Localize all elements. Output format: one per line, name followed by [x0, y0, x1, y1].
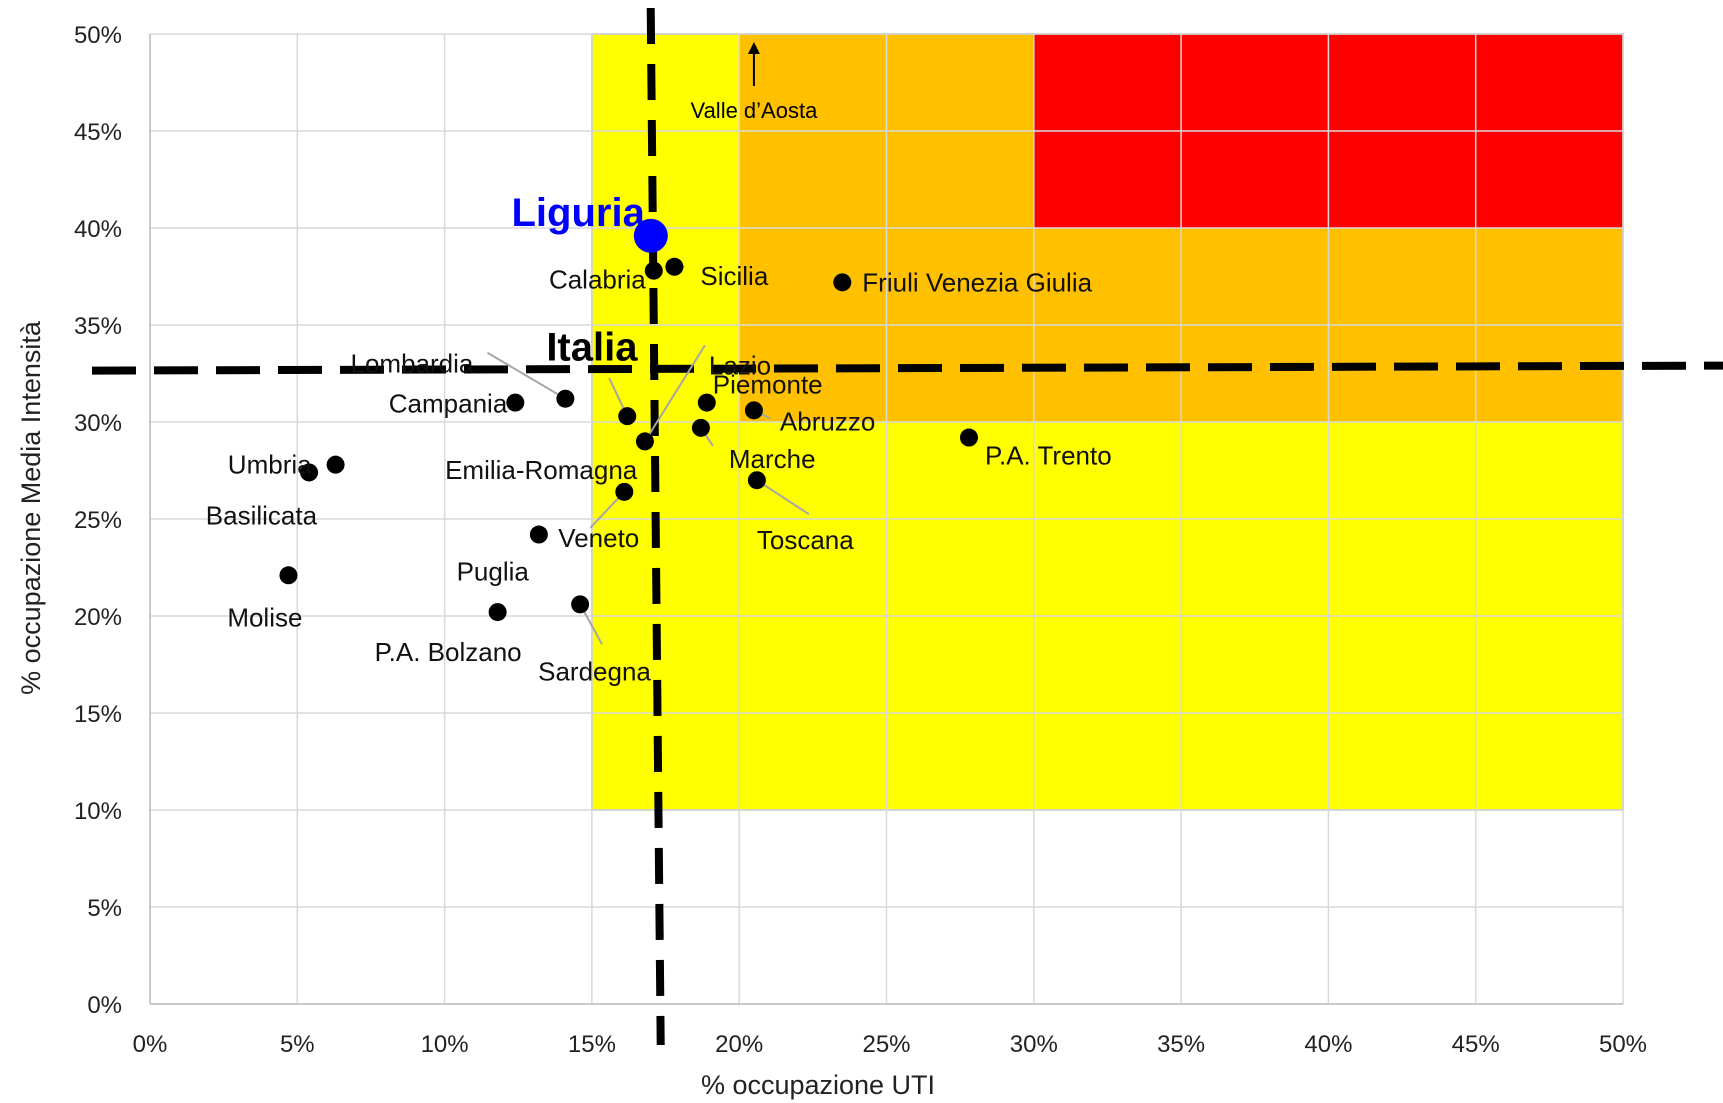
x-tick-label: 30%: [1010, 1031, 1058, 1058]
y-tick-label: 25%: [74, 507, 122, 534]
point-umbria: [326, 455, 345, 474]
x-tick-label: 35%: [1157, 1031, 1205, 1058]
y-tick-label: 40%: [74, 216, 122, 243]
point-liguria-highlight: [633, 218, 668, 253]
label-friuli-venezia-giulia: Friuli Venezia Giulia: [862, 267, 1092, 297]
label-sicilia: Sicilia: [700, 261, 768, 291]
label-abruzzo: Abruzzo: [780, 406, 875, 436]
point-veneto: [615, 482, 634, 501]
y-tick-label: 5%: [87, 895, 122, 922]
x-tick-label: 10%: [421, 1031, 469, 1058]
italia-vertical-line: [646, 7, 665, 1046]
x-tick-label: 40%: [1304, 1031, 1352, 1058]
y-axis-title: % occupazione Media Intensità: [16, 320, 46, 695]
point-sicilia: [665, 257, 684, 276]
y-tick-label: 15%: [74, 701, 122, 728]
point-emilia-romagna: [618, 407, 637, 426]
label-calabria: Calabria: [549, 265, 646, 295]
leader-toscana: [756, 479, 810, 516]
x-tick-label: 20%: [715, 1031, 763, 1058]
label-lombardia: Lombardia: [351, 349, 474, 379]
point-labels: Calabria Sicilia Friuli Venezia Giulia Lazi…: [206, 42, 1112, 686]
label-puglia: Puglia: [457, 557, 530, 587]
label-basilicata: Basilicata: [206, 500, 318, 530]
x-tick-label: 25%: [862, 1031, 910, 1058]
x-tick-label: 45%: [1452, 1031, 1500, 1058]
data-points: [279, 218, 978, 622]
x-tick-label: 0%: [133, 1031, 168, 1058]
label-p-a-trento: P.A. Trento: [985, 441, 1112, 471]
leader-lazio: [644, 344, 706, 442]
leader-lombardia: [486, 351, 566, 400]
label-sardegna: Sardegna: [538, 656, 651, 686]
label-marche: Marche: [729, 444, 816, 474]
label-valle-daosta: Valle d’Aosta: [691, 98, 819, 123]
label-umbria: Umbria: [228, 450, 312, 480]
italia-label: Italia: [546, 326, 638, 370]
label-molise: Molise: [227, 602, 302, 632]
point-lazio: [635, 432, 654, 451]
x-tick-label: 50%: [1599, 1031, 1647, 1058]
y-tick-label: 20%: [74, 604, 122, 631]
valle-aosta-arrow-head: [747, 42, 760, 54]
point-friuli-venezia-giulia: [833, 273, 852, 292]
label-toscana: Toscana: [757, 525, 854, 555]
x-axis-title: % occupazione UTI: [701, 1070, 935, 1100]
point-abruzzo: [744, 401, 763, 420]
italia-reference-lines: Italia: [91, 7, 1723, 1046]
point-calabria: [644, 261, 663, 280]
grid-lines: [149, 33, 1624, 1005]
x-tick-label: 15%: [568, 1031, 616, 1058]
x-tick-label: 5%: [280, 1031, 315, 1058]
point-campania: [506, 393, 525, 412]
label-lazio: Lazio: [709, 350, 771, 380]
y-tick-label: 0%: [87, 992, 122, 1019]
label-veneto: Veneto: [558, 523, 639, 553]
y-tick-label: 50%: [74, 22, 122, 49]
label-emilia-romagna: Emilia-Romagna: [445, 455, 638, 485]
y-tick-label: 10%: [74, 798, 122, 825]
y-tick-label: 35%: [74, 313, 122, 340]
point-puglia: [529, 525, 548, 544]
point-molise: [279, 566, 298, 585]
label-liguria-highlight: Liguria: [511, 191, 645, 235]
y-tick-label: 45%: [74, 119, 122, 146]
point-marche: [691, 418, 710, 437]
y-tick-label: 30%: [74, 410, 122, 437]
point-sardegna: [571, 595, 590, 614]
italia-horizontal-line: [91, 361, 1723, 375]
tick-labels: 0% 0% 5% 5% 10% 10% 15% 15% 20% 20% 25% 25% 30% 30% 35…: [74, 22, 1647, 1058]
label-piemonte: Piemonte: [713, 370, 823, 400]
point-basilicata: [300, 463, 319, 482]
point-lombardia: [556, 389, 575, 408]
label-campania: Campania: [389, 389, 508, 419]
point-piemonte: [697, 393, 716, 412]
point-p-a-trento: [959, 428, 978, 447]
point-p-a-bolzano: [488, 603, 507, 622]
point-toscana: [747, 471, 766, 490]
label-p-a-bolzano: P.A. Bolzano: [375, 637, 522, 667]
